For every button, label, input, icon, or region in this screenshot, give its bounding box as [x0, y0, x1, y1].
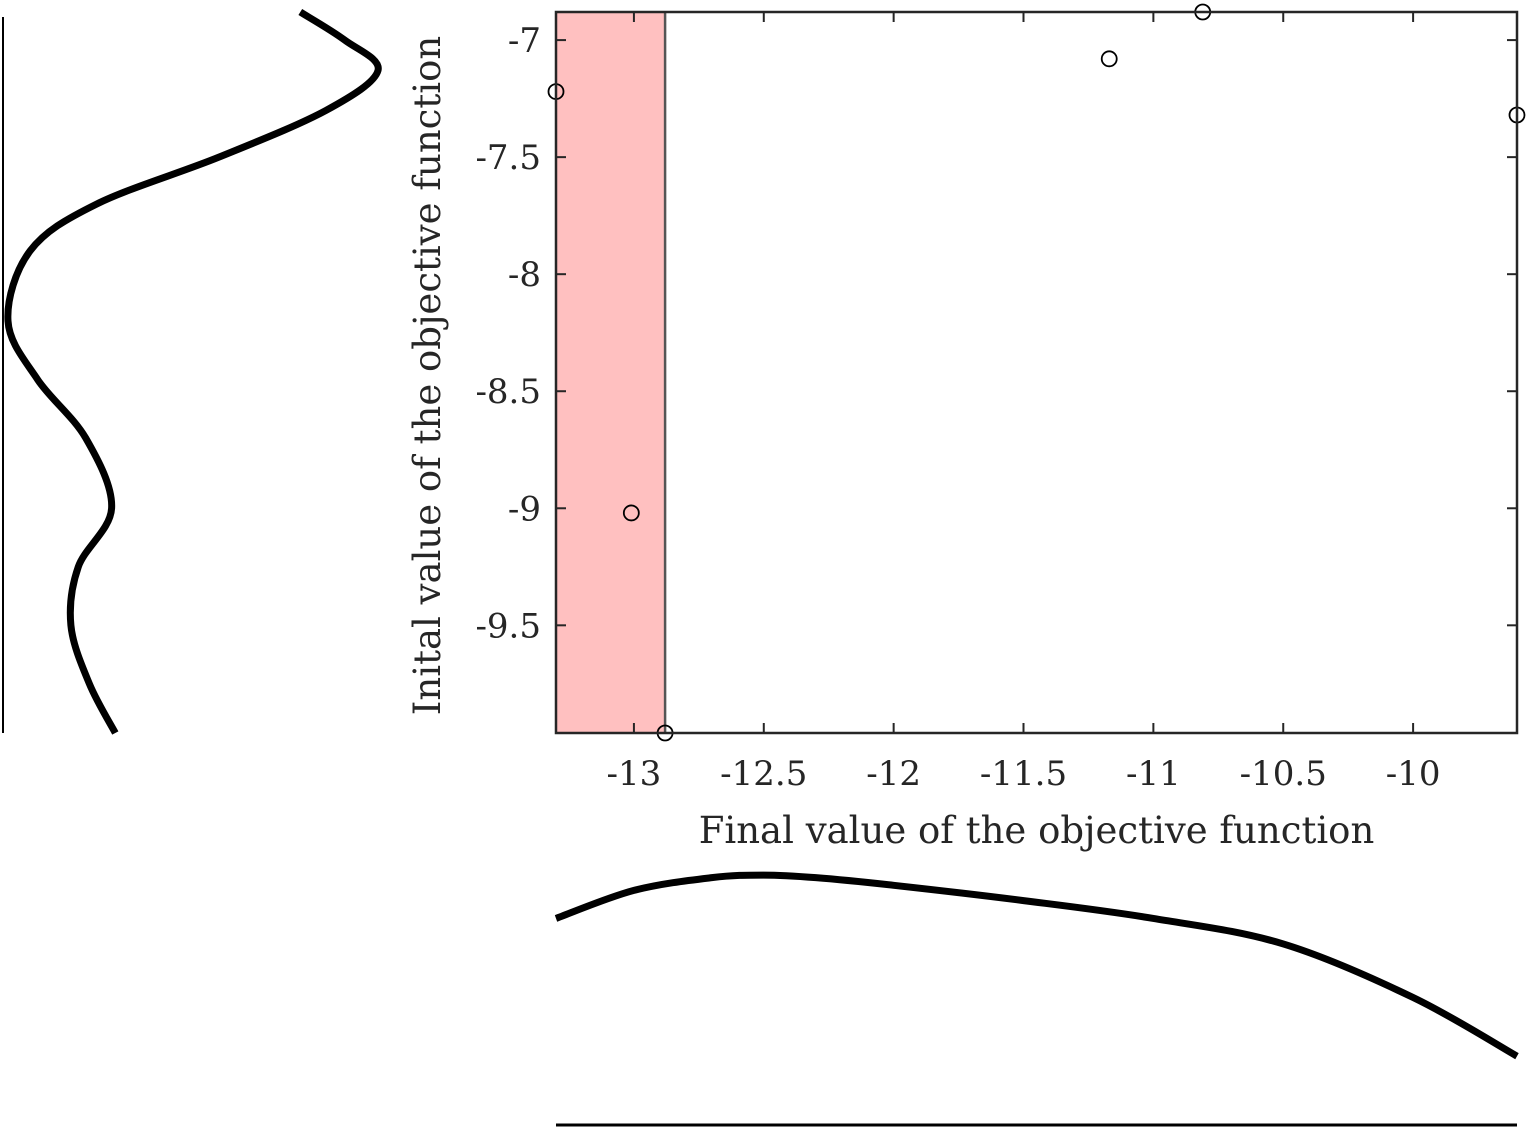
x-tick-label: -10 [1386, 754, 1441, 794]
y-tick-label: -7 [508, 21, 541, 61]
y-tick-label: -8.5 [475, 372, 541, 412]
marginal-x-curve [554, 871, 1519, 1060]
y-tick-label: -7.5 [475, 138, 541, 178]
y-axis-label: Inital value of the objective function [406, 36, 449, 715]
y-tick-label: -8 [508, 255, 541, 295]
x-tick-label: -10.5 [1240, 754, 1327, 794]
data-point [622, 504, 640, 522]
x-tick-label: -12 [866, 754, 921, 794]
marginal-y-curve [4, 9, 382, 735]
data-point [1100, 50, 1118, 68]
x-tick-label: -11 [1126, 754, 1181, 794]
y-tick-label: -9.5 [475, 606, 541, 646]
y-axis-ticks: -7 -7.5 -8 -8.5 -9 -9.5 [475, 21, 1517, 646]
x-tick-label: -11.5 [980, 754, 1067, 794]
x-tick-label: -13 [607, 754, 662, 794]
x-tick-label: -12.5 [720, 754, 807, 794]
main-plot-area: -13 -12.5 -12 -11.5 -11 -10.5 -10 -7 -7.5 -8 -8.5… [406, 3, 1526, 852]
marginal-x-density [554, 871, 1519, 1127]
plot-frame [554, 10, 1519, 735]
marginal-y-density [2, 9, 382, 735]
scatter-points-layer [547, 3, 1526, 742]
x-axis-label: Final value of the objective function [699, 809, 1375, 852]
highlight-region-layer [556, 12, 667, 733]
x-axis-ticks: -13 -12.5 -12 -11.5 -11 -10.5 -10 [607, 12, 1441, 794]
y-tick-label: -9 [508, 489, 541, 529]
highlight-region [556, 12, 666, 733]
